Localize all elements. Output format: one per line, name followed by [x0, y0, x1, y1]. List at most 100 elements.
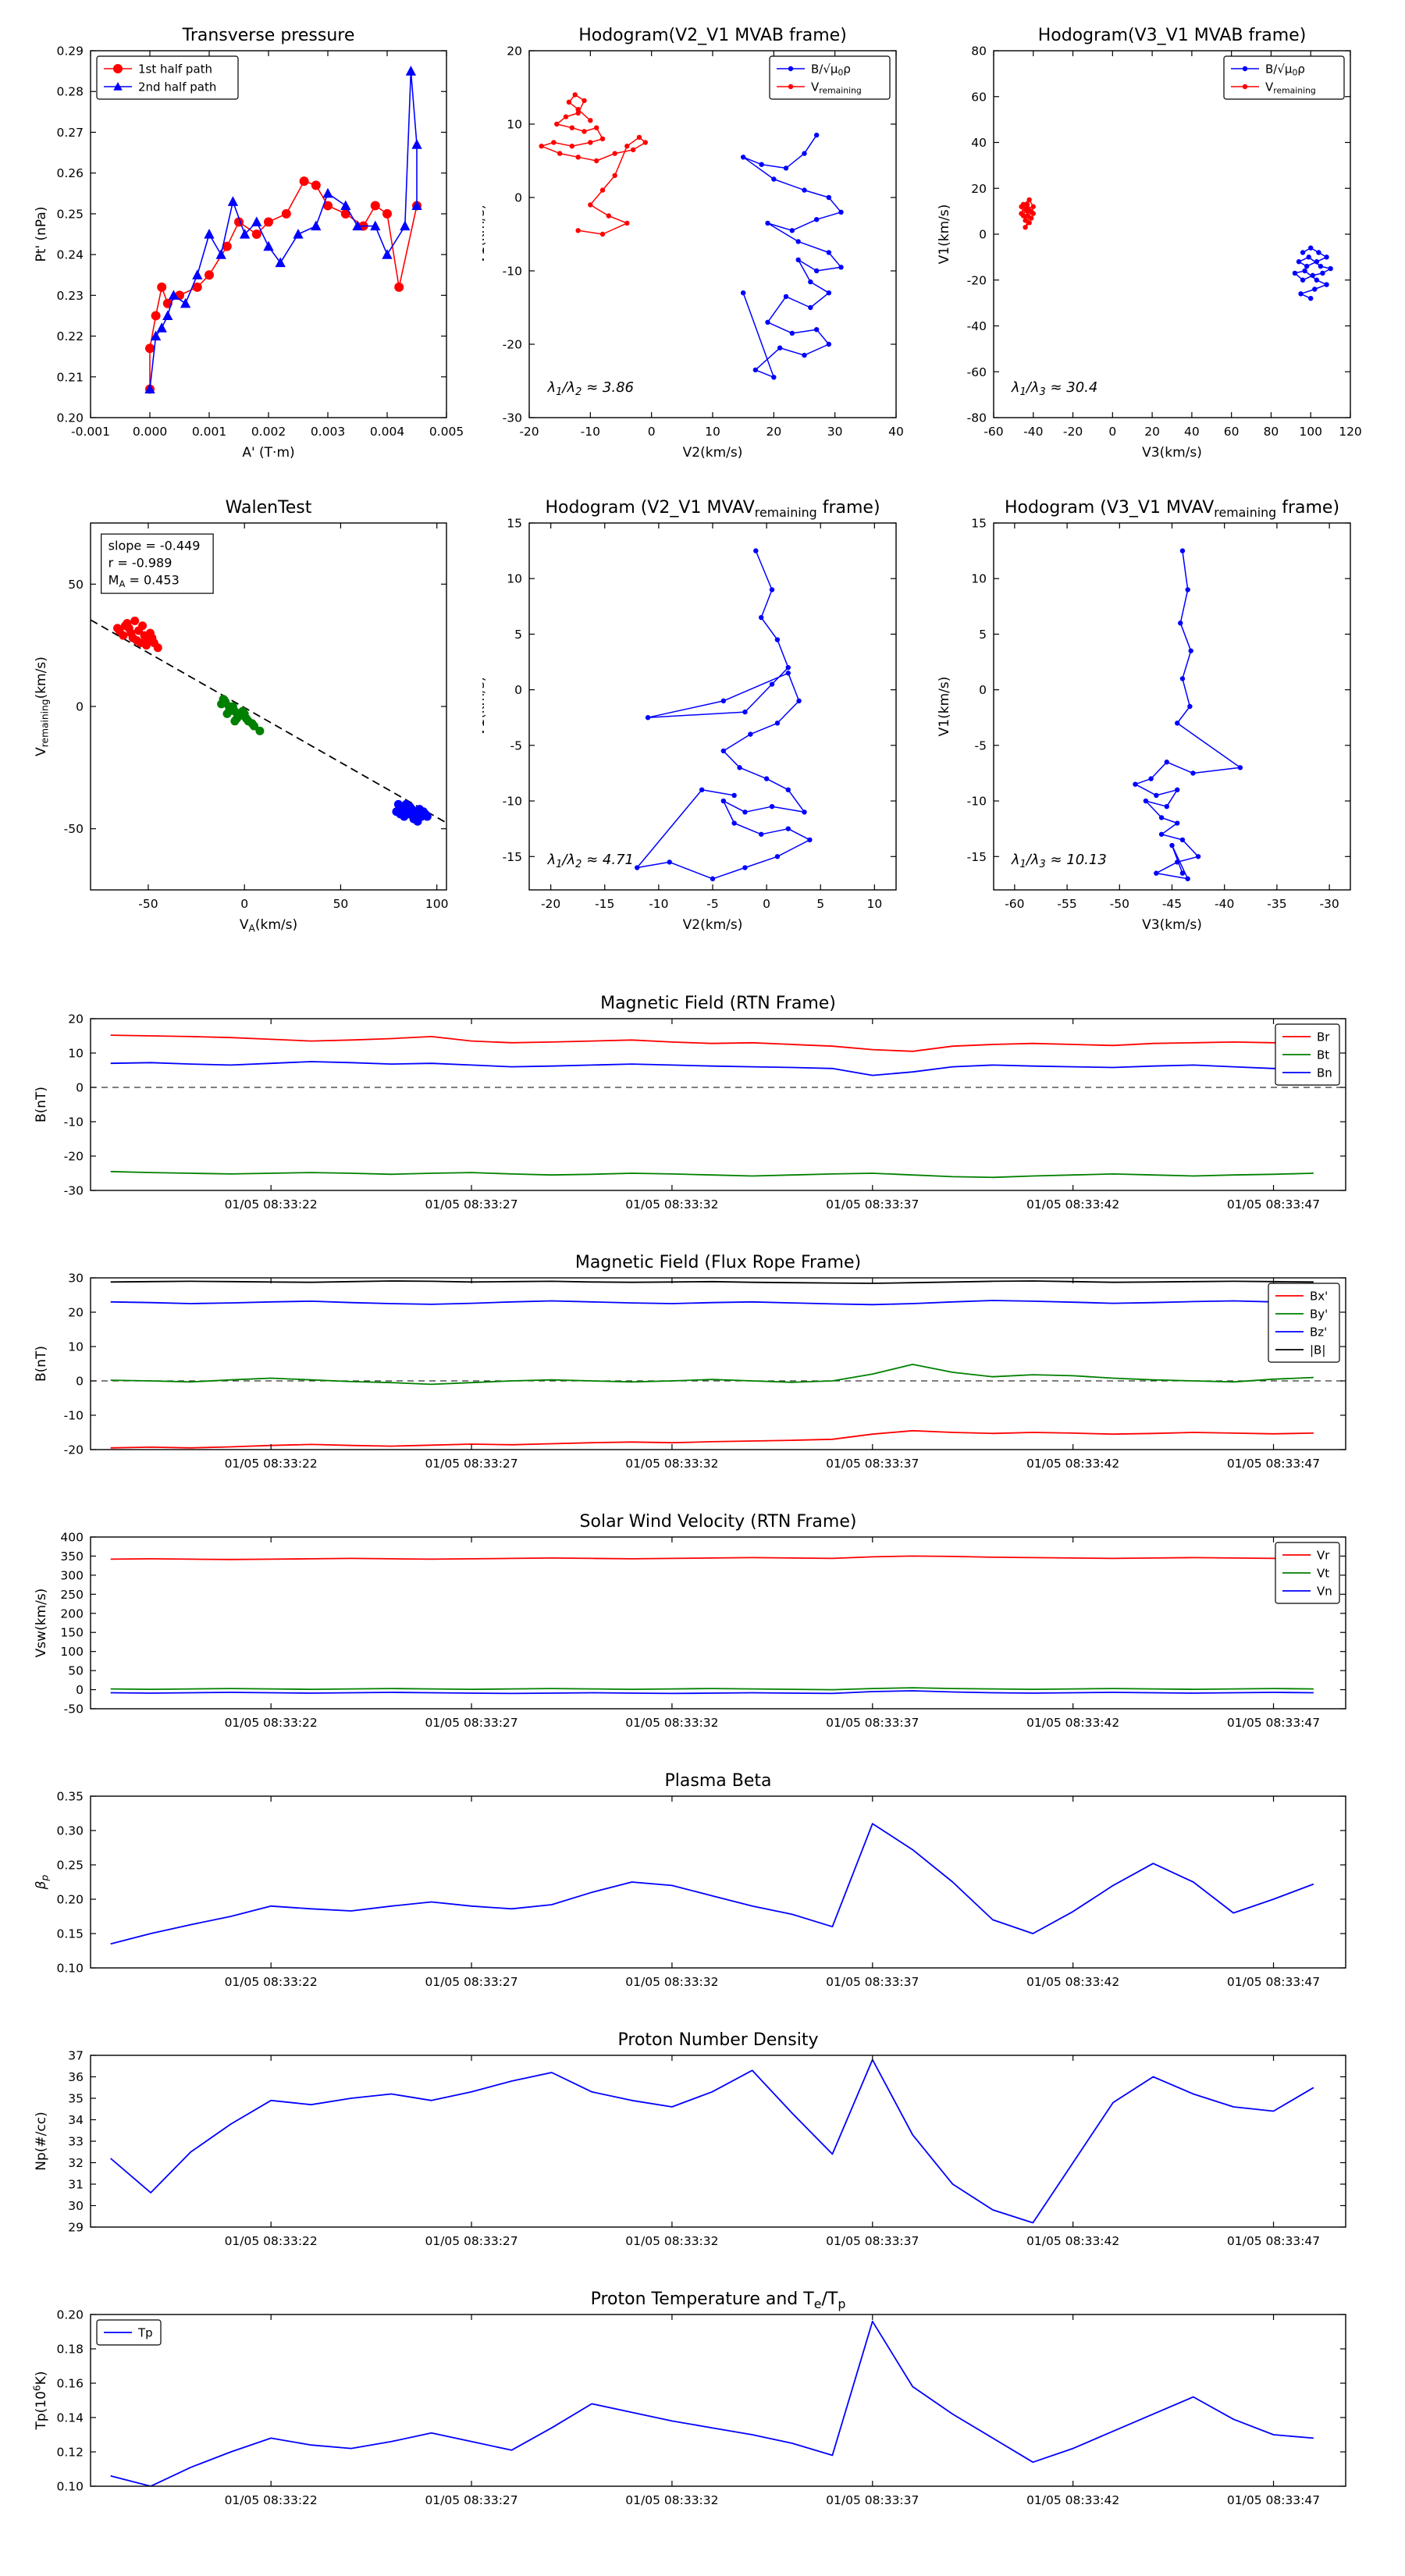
svg-text:-5: -5: [706, 897, 718, 911]
svg-text:V3(km/s): V3(km/s): [1142, 445, 1202, 461]
svg-text:5: 5: [979, 628, 987, 642]
svg-text:0.22: 0.22: [56, 329, 84, 343]
svg-text:-40: -40: [967, 319, 987, 333]
svg-text:01/05 08:33:47: 01/05 08:33:47: [1227, 1457, 1320, 1471]
svg-text:-10: -10: [64, 1409, 84, 1423]
svg-text:-50: -50: [138, 897, 158, 911]
svg-text:-60: -60: [984, 425, 1003, 439]
svg-text:10: 10: [507, 572, 522, 586]
svg-text:-5: -5: [975, 738, 987, 753]
svg-text:-20: -20: [64, 1443, 84, 1457]
svg-text:-20: -20: [64, 1150, 84, 1164]
svg-text:15: 15: [971, 517, 987, 531]
series-line: [110, 2058, 1314, 2224]
svg-text:34: 34: [68, 2113, 84, 2127]
svg-text:01/05 08:33:42: 01/05 08:33:42: [1026, 1716, 1119, 1730]
svg-text:100: 100: [1299, 425, 1322, 439]
svg-text:Magnetic Field (Flux Rope Fram: Magnetic Field (Flux Rope Frame): [575, 1253, 861, 1272]
svg-text:10: 10: [68, 1340, 84, 1354]
svg-text:01/05 08:33:22: 01/05 08:33:22: [225, 1457, 318, 1471]
svg-text:0: 0: [514, 191, 522, 205]
proton-number-density-plot: 01/05 08:33:22 01/05 08:33:27 01/05 08:33:…: [23, 2012, 1382, 2270]
svg-text:20: 20: [68, 1012, 84, 1026]
svg-text:0: 0: [76, 1683, 84, 1697]
svg-text:0.10: 0.10: [56, 1962, 84, 1976]
svg-text:-50: -50: [64, 822, 84, 836]
svg-text:-40: -40: [1023, 425, 1043, 439]
hodogram-v2v1-mvab-plot: -20 -10 0 10 20 30 40-30-20-1001020Hodogram(V2…: [482, 16, 927, 468]
svg-text:Np(#/cc): Np(#/cc): [34, 2112, 49, 2170]
svg-text:0.27: 0.27: [56, 126, 84, 140]
svg-text:01/05 08:33:42: 01/05 08:33:42: [1026, 2234, 1119, 2248]
svg-text:-5: -5: [510, 738, 522, 753]
svg-text:40: 40: [1184, 425, 1200, 439]
svg-text:01/05 08:33:22: 01/05 08:33:22: [225, 2493, 318, 2507]
svg-text:01/05 08:33:22: 01/05 08:33:22: [225, 1716, 318, 1730]
svg-text:01/05 08:33:37: 01/05 08:33:37: [826, 2493, 919, 2507]
svg-text:10: 10: [971, 572, 987, 586]
svg-text:Proton Number Density: Proton Number Density: [618, 2030, 819, 2050]
solar-wind-velocity-plot: 01/05 08:33:22 01/05 08:33:27 01/05 08:33:…: [23, 1494, 1382, 1752]
svg-text:-10: -10: [503, 795, 522, 809]
svg-text:40: 40: [971, 136, 987, 150]
series-line: [636, 550, 811, 880]
svg-text:01/05 08:33:32: 01/05 08:33:32: [625, 1197, 718, 1212]
svg-text:01/05 08:33:47: 01/05 08:33:47: [1227, 1716, 1320, 1730]
svg-text:0.001: 0.001: [192, 425, 226, 439]
series-bx-: [110, 1429, 1314, 1449]
series-br: [110, 1034, 1314, 1052]
svg-text:0: 0: [76, 1081, 84, 1095]
svg-text:-10: -10: [64, 1115, 84, 1130]
svg-text:01/05 08:33:42: 01/05 08:33:42: [1026, 1457, 1119, 1471]
svg-text:-30: -30: [503, 411, 522, 425]
series-1st-half-path: [149, 180, 418, 390]
svg-text:By': By': [1310, 1307, 1328, 1321]
svg-text:Pt' (nPa): Pt' (nPa): [34, 207, 49, 262]
svg-text:30: 30: [68, 2199, 84, 2213]
svg-text:Vr: Vr: [1317, 1548, 1330, 1562]
svg-text:0.10: 0.10: [56, 2480, 84, 2494]
svg-text:01/05 08:33:47: 01/05 08:33:47: [1227, 2234, 1320, 2248]
svg-text:Solar Wind Velocity (RTN Frame: Solar Wind Velocity (RTN Frame): [580, 1512, 857, 1532]
svg-text:-30: -30: [64, 1184, 84, 1198]
svg-text:0.003: 0.003: [311, 425, 345, 439]
svg-text:r = -0.989: r = -0.989: [108, 556, 173, 571]
series-bt: [110, 1170, 1314, 1179]
svg-text:-20: -20: [503, 338, 522, 352]
svg-text:2nd half path: 2nd half path: [138, 80, 216, 94]
svg-text:10: 10: [866, 897, 882, 911]
svg-text:01/05 08:33:37: 01/05 08:33:37: [826, 2234, 919, 2248]
svg-text:01/05 08:33:37: 01/05 08:33:37: [826, 1197, 919, 1212]
svg-text:0.26: 0.26: [56, 166, 84, 180]
svg-text:0.005: 0.005: [429, 425, 464, 439]
svg-text:0.20: 0.20: [56, 2308, 84, 2322]
svg-text:-20: -20: [1063, 425, 1083, 439]
series-vn: [110, 1690, 1314, 1695]
svg-text:0.18: 0.18: [56, 2343, 84, 2357]
svg-text:0.16: 0.16: [56, 2377, 84, 2391]
svg-text:Vremaining: Vremaining: [1265, 80, 1316, 95]
svg-text:0.25: 0.25: [56, 207, 84, 221]
svg-text:-50: -50: [1110, 897, 1129, 911]
svg-text:0.30: 0.30: [56, 1824, 84, 1838]
svg-text:Magnetic Field (RTN Frame): Magnetic Field (RTN Frame): [600, 994, 836, 1013]
svg-text:B(nT): B(nT): [34, 1346, 49, 1382]
series-by-: [110, 1363, 1314, 1386]
svg-text:1st half path: 1st half path: [138, 62, 212, 76]
svg-text:B(nT): B(nT): [34, 1087, 49, 1123]
svg-text:0.000: 0.000: [133, 425, 167, 439]
svg-text:Vremaining: Vremaining: [811, 80, 862, 95]
magnetic-field-flux-rope-plot: 01/05 08:33:22 01/05 08:33:27 01/05 08:33:…: [23, 1235, 1382, 1493]
svg-text:01/05 08:33:32: 01/05 08:33:32: [625, 1716, 718, 1730]
svg-text:30: 30: [827, 425, 843, 439]
svg-text:0.15: 0.15: [56, 1927, 84, 1941]
series-b-0-: [742, 134, 842, 379]
svg-text:Vn: Vn: [1317, 1584, 1332, 1598]
svg-text:-10: -10: [581, 425, 600, 439]
svg-text:-10: -10: [649, 897, 668, 911]
svg-text:Tp(106K): Tp(106K): [32, 2371, 49, 2430]
svg-text:λ1/λ2 ≈ 4.71: λ1/λ2 ≈ 4.71: [547, 852, 634, 870]
svg-text:01/05 08:33:27: 01/05 08:33:27: [425, 1975, 518, 1989]
svg-text:10: 10: [705, 425, 720, 439]
